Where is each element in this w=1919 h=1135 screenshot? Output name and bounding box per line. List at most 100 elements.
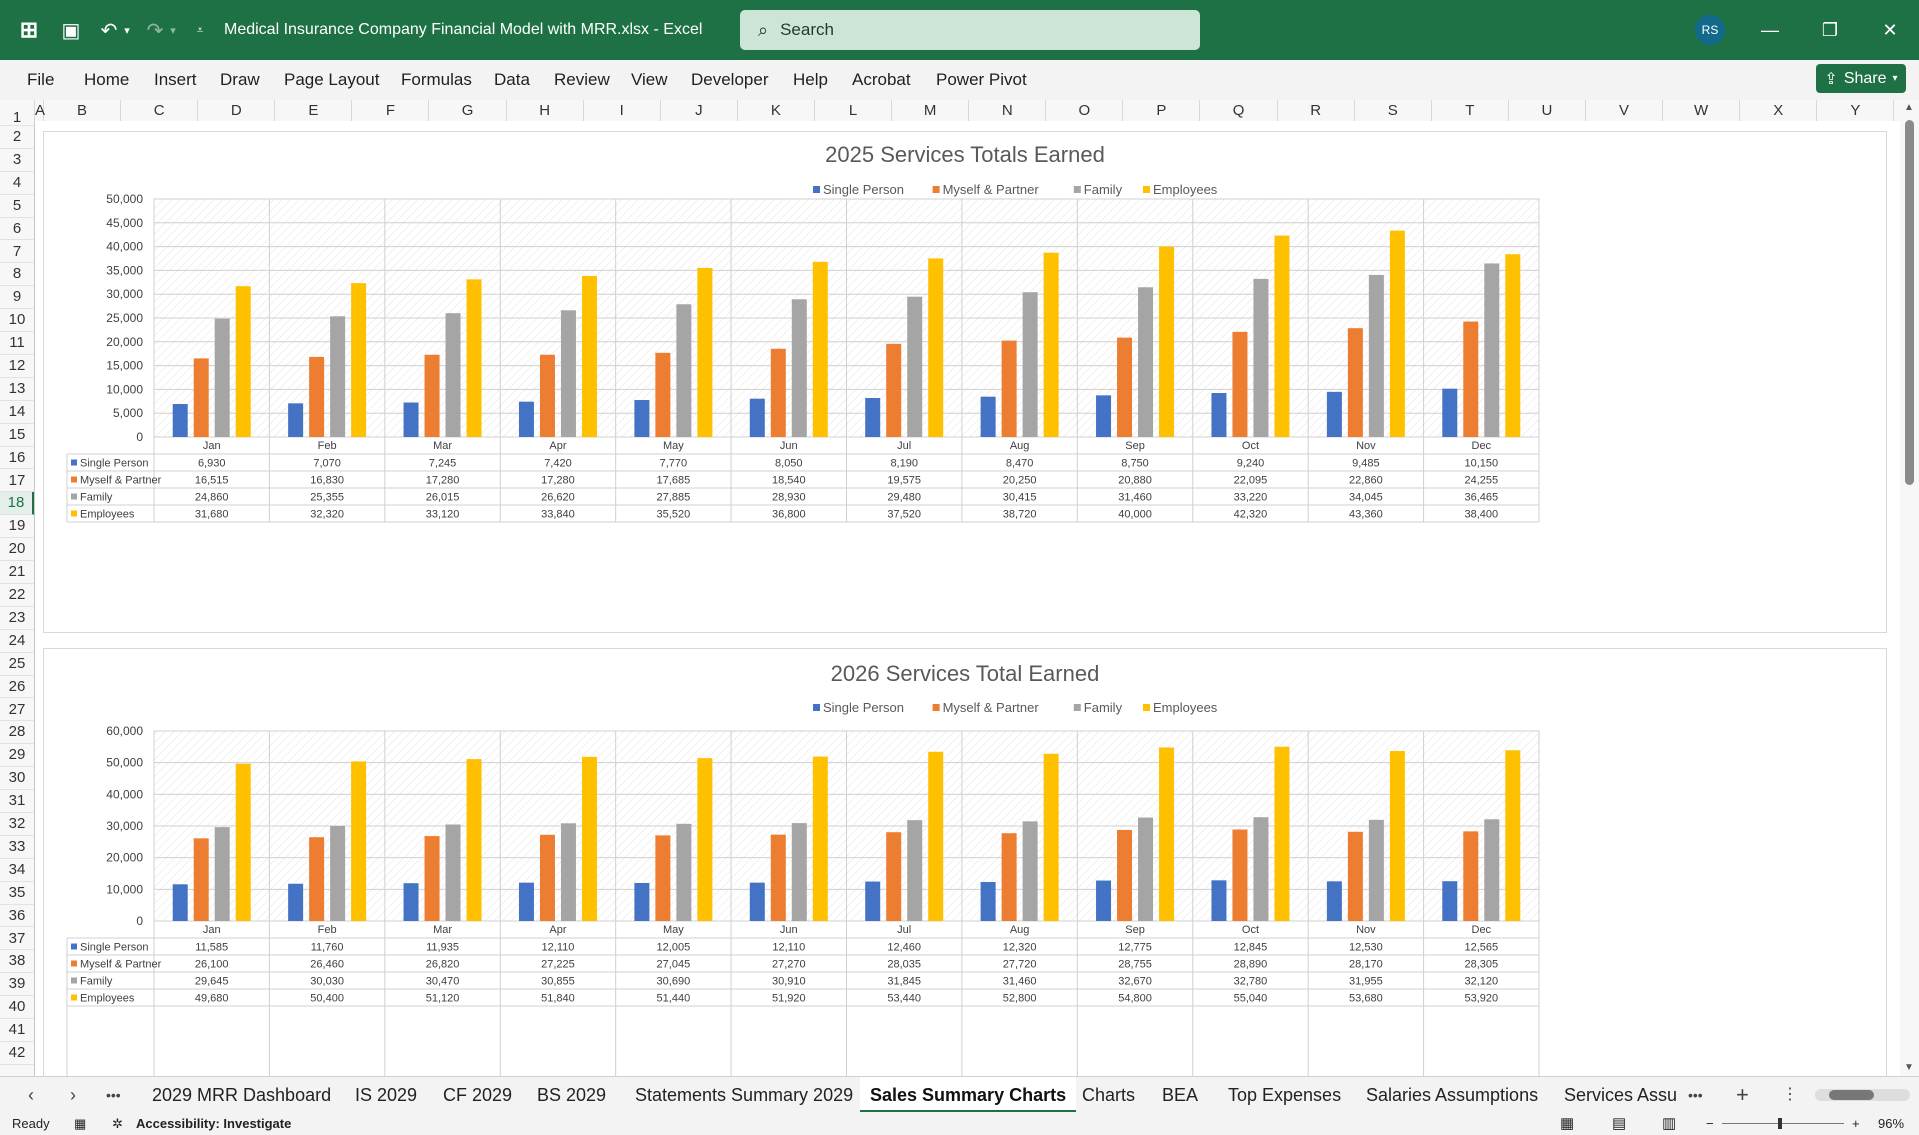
row-header-10[interactable]: 10 [0,309,34,333]
row-header-18[interactable]: 18 [0,492,34,516]
sheet-tab-services-assump[interactable]: Services Assump [1564,1085,1676,1105]
column-header-n[interactable]: N [969,100,1047,121]
sheet-tab-top-expenses[interactable]: Top Expenses [1228,1085,1342,1105]
worksheet-area[interactable]: 2025 Services Totals Earned Single Person… [35,121,1900,1076]
column-header-i[interactable]: I [584,100,661,121]
zoom-out-icon[interactable]: − [1706,1116,1714,1131]
row-header-9[interactable]: 9 [0,286,34,310]
row-header-26[interactable]: 26 [0,676,34,699]
row-header-36[interactable]: 36 [0,905,34,928]
sheet-tab-statements-summary-2029[interactable]: Statements Summary 2029 [635,1085,854,1105]
page-break-view-icon[interactable]: ▥ [1662,1115,1677,1132]
row-header-19[interactable]: 19 [0,515,34,539]
close-icon[interactable]: ✕ [1882,19,1898,40]
row-header-8[interactable]: 8 [0,263,34,287]
redo-dropdown-icon[interactable]: ▾ [170,24,176,37]
row-header-22[interactable]: 22 [0,584,34,607]
column-header-b[interactable]: B [44,100,122,121]
row-header-16[interactable]: 16 [0,447,34,470]
column-header-l[interactable]: L [815,100,893,121]
row-header-2[interactable]: 2 [0,126,34,149]
share-button[interactable]: ⇪ Share ▾ [1816,64,1906,93]
sheet-tab-2029-mrr-dashboard[interactable]: 2029 MRR Dashboard [152,1085,332,1105]
page-layout-view-icon[interactable]: ▤ [1612,1115,1627,1132]
row-header-42[interactable]: 42 [0,1042,34,1065]
row-header-38[interactable]: 38 [0,950,34,974]
row-header-17[interactable]: 17 [0,470,34,493]
row-header-27[interactable]: 27 [0,699,34,722]
column-header-t[interactable]: T [1432,100,1509,121]
horizontal-scroll-thumb[interactable] [1829,1090,1874,1100]
ribbon-tab-power-pivot[interactable]: Power Pivot [936,70,1027,89]
save-icon[interactable]: ▣ [61,19,81,42]
column-header-o[interactable]: O [1046,100,1124,121]
ribbon-tab-insert[interactable]: Insert [154,70,197,89]
row-header-24[interactable]: 24 [0,630,34,653]
row-header-21[interactable]: 21 [0,561,34,584]
row-header-1[interactable]: 1 [0,109,34,126]
row-header-31[interactable]: 31 [0,790,34,813]
row-header-28[interactable]: 28 [0,721,34,745]
column-header-f[interactable]: F [352,100,430,121]
row-header-11[interactable]: 11 [0,332,34,355]
undo-icon[interactable]: ↶ [100,19,118,42]
restore-icon[interactable]: ❐ [1821,19,1839,40]
search-box[interactable]: ⌕ Search [740,10,1200,50]
row-header-40[interactable]: 40 [0,996,34,1020]
column-header-c[interactable]: C [121,100,199,121]
row-header-30[interactable]: 30 [0,767,34,791]
row-header-5[interactable]: 5 [0,195,34,218]
sheet-tab-bea[interactable]: BEA [1162,1085,1199,1105]
column-header-r[interactable]: R [1278,100,1355,121]
minimize-icon[interactable]: — [1761,19,1779,40]
add-sheet-icon[interactable]: + [1736,1082,1749,1107]
row-header-37[interactable]: 37 [0,928,34,951]
sheet-tab-sales-summary-charts[interactable]: Sales Summary Charts [860,1077,1077,1113]
ribbon-tab-draw[interactable]: Draw [220,70,260,89]
sheet-tab-bs-2029[interactable]: BS 2029 [537,1085,607,1105]
column-header-g[interactable]: G [430,100,507,121]
sheet-tab-charts[interactable]: Charts [1082,1085,1136,1105]
scroll-down-icon[interactable]: ▼ [1904,1062,1914,1073]
sheet-options-icon[interactable]: ⋮ [1782,1086,1798,1103]
row-header-15[interactable]: 15 [0,424,34,447]
zoom-slider-thumb[interactable] [1778,1118,1782,1129]
column-header-w[interactable]: W [1663,100,1741,121]
column-header-s[interactable]: S [1355,100,1432,121]
chart-2025[interactable]: 2025 Services Totals Earned Single Person… [43,131,1887,633]
row-header-6[interactable]: 6 [0,218,34,241]
scroll-up-icon[interactable]: ▲ [1904,102,1914,113]
row-header-39[interactable]: 39 [0,973,34,997]
ribbon-tab-review[interactable]: Review [554,70,610,89]
chart-2026[interactable]: 2026 Services Total Earned Single Person M… [43,648,1887,1076]
prev-sheet-icon[interactable]: ‹ [28,1085,34,1105]
ribbon-tab-formulas[interactable]: Formulas [401,70,472,89]
row-header-33[interactable]: 33 [0,836,34,859]
avatar[interactable]: RS [1695,15,1725,45]
row-header-13[interactable]: 13 [0,378,34,401]
column-header-e[interactable]: E [275,100,353,121]
ribbon-tab-view[interactable]: View [631,70,668,89]
row-header-3[interactable]: 3 [0,149,34,172]
column-header-u[interactable]: U [1509,100,1586,121]
ribbon-tab-acrobat[interactable]: Acrobat [852,70,911,89]
row-header-25[interactable]: 25 [0,653,34,676]
row-header-7[interactable]: 7 [0,241,34,264]
select-all-corner[interactable] [0,100,35,121]
accessibility-status[interactable]: Accessibility: Investigate [136,1116,292,1131]
ribbon-tab-data[interactable]: Data [494,70,530,89]
column-header-m[interactable]: M [892,100,970,121]
customize-toolbar-icon[interactable]: ⩡ [196,22,204,37]
ribbon-tab-page-layout[interactable]: Page Layout [284,70,380,89]
row-header-29[interactable]: 29 [0,744,34,768]
more-sheets-right-icon[interactable]: ••• [1688,1087,1703,1103]
column-header-h[interactable]: H [507,100,584,121]
ribbon-tab-help[interactable]: Help [793,70,828,89]
row-header-12[interactable]: 12 [0,355,34,378]
ribbon-tab-file[interactable]: File [27,70,55,89]
column-header-v[interactable]: V [1586,100,1664,121]
sheet-tab-is-2029[interactable]: IS 2029 [355,1085,418,1105]
row-header-32[interactable]: 32 [0,813,34,836]
row-header-20[interactable]: 20 [0,538,34,562]
next-sheet-icon[interactable]: › [70,1085,76,1105]
